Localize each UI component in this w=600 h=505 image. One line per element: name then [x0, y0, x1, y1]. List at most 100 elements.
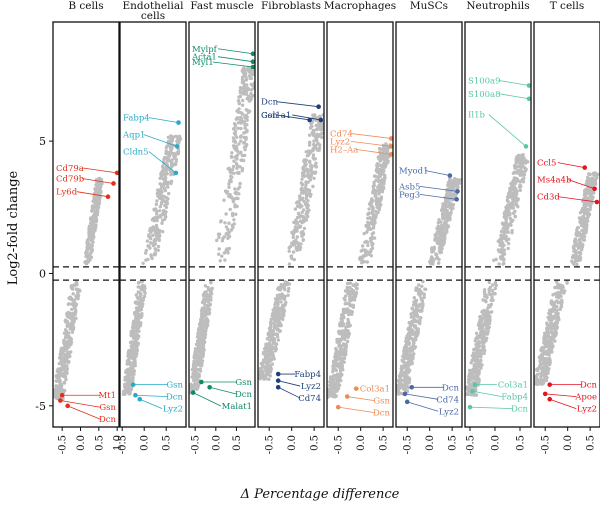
gene-point: [482, 338, 486, 343]
gene-point: [200, 300, 205, 305]
gene-point: [311, 147, 315, 151]
gene-point: [441, 205, 445, 209]
gene-label: Myl1: [192, 58, 214, 68]
gene-point: [141, 298, 145, 302]
gene-point: [555, 284, 560, 288]
gene-point: [470, 358, 474, 363]
gene-point: [208, 302, 212, 306]
gene-point: [219, 220, 223, 224]
gene-point: [338, 322, 342, 327]
gene-connector: [407, 401, 439, 412]
gene-point: [372, 174, 377, 178]
gene-point: [148, 235, 152, 240]
gene-point: [555, 308, 559, 313]
gene-point: [513, 215, 518, 219]
panel-frame: [464, 21, 532, 428]
x-tick-label: 0.5: [379, 435, 390, 451]
gene-label: Gsn: [99, 403, 116, 413]
gene-point: [95, 182, 100, 186]
gene-point: [488, 314, 492, 319]
gene-point: [244, 108, 248, 112]
gene-point: [306, 149, 311, 153]
gene-point: [242, 66, 246, 70]
gene-point: [508, 216, 512, 221]
gene-point: [555, 299, 559, 303]
gene-point: [330, 394, 334, 398]
gene-point: [451, 193, 455, 197]
gene-point: [487, 287, 491, 291]
gene-point: [90, 204, 95, 208]
gene-point: [510, 192, 515, 197]
gene-point: [69, 327, 74, 331]
gene-point: [194, 362, 198, 366]
gene-point: [303, 202, 308, 207]
gene-point: [351, 305, 356, 309]
gene-point: [364, 239, 368, 244]
gene-point: [520, 154, 524, 159]
gene-point: [493, 281, 498, 285]
gene-point: [70, 330, 75, 334]
gene-point: [132, 347, 136, 351]
gene-label: Asb5: [398, 182, 420, 192]
gene-point: [406, 331, 411, 336]
gene-point: [88, 237, 92, 241]
gene-point: [132, 333, 136, 337]
highlight-point: [402, 391, 408, 397]
gene-point: [97, 202, 101, 206]
gene-point: [162, 157, 166, 161]
gene-point: [156, 194, 160, 198]
highlight-point: [470, 388, 475, 394]
gene-point: [514, 177, 518, 181]
gene-point: [65, 319, 70, 324]
x-tick-label: 0.0: [425, 435, 436, 451]
gene-point: [155, 229, 160, 233]
gene-point: [242, 140, 247, 144]
gene-point: [546, 333, 551, 337]
gene-point: [416, 329, 420, 334]
gene-label: Dcn: [166, 393, 184, 403]
gene-point: [556, 311, 560, 316]
gene-point: [205, 309, 209, 313]
highlight-point: [344, 394, 350, 399]
gene-point: [88, 254, 92, 258]
gene-point: [235, 109, 239, 113]
gene-label: Col3a1: [498, 381, 528, 391]
gene-point: [557, 317, 561, 322]
gene-point: [313, 135, 318, 139]
gene-point: [204, 329, 208, 333]
panel-frame: [533, 21, 600, 428]
gene-point: [274, 299, 279, 304]
gene-point: [488, 292, 492, 297]
gene-point: [166, 139, 171, 143]
gene-point: [157, 238, 161, 242]
gene-point: [419, 296, 424, 301]
gene-label: Dcn: [261, 98, 279, 108]
gene-point: [341, 348, 345, 352]
gene-point: [164, 196, 169, 200]
gene-point: [484, 327, 489, 331]
panel-fast-muscle: Fast muscleMylpfActa1Myl1GsnDcnMalat1-0.…: [188, 0, 256, 454]
gene-point: [276, 287, 280, 291]
gene-point: [226, 233, 230, 238]
gene-label: Cd79a: [56, 164, 84, 174]
gene-point: [224, 212, 228, 216]
gene-point: [497, 262, 501, 266]
panel-title: Fibroblasts: [261, 0, 321, 12]
gene-point: [407, 376, 411, 380]
gene-point: [274, 309, 278, 314]
gene-connector: [143, 134, 178, 147]
gene-point: [142, 294, 147, 299]
highlight-point: [472, 382, 478, 387]
gene-point: [144, 248, 148, 253]
gene-point: [62, 348, 67, 352]
gene-label: S100a9: [468, 77, 501, 87]
gene-point: [308, 141, 312, 145]
gene-point: [260, 372, 264, 376]
gene-point: [374, 178, 378, 182]
gene-point: [136, 336, 140, 341]
gene-point: [351, 295, 355, 299]
gene-point: [491, 283, 495, 287]
gene-point: [302, 226, 307, 231]
gene-point: [207, 288, 212, 292]
highlight-point: [250, 59, 256, 65]
